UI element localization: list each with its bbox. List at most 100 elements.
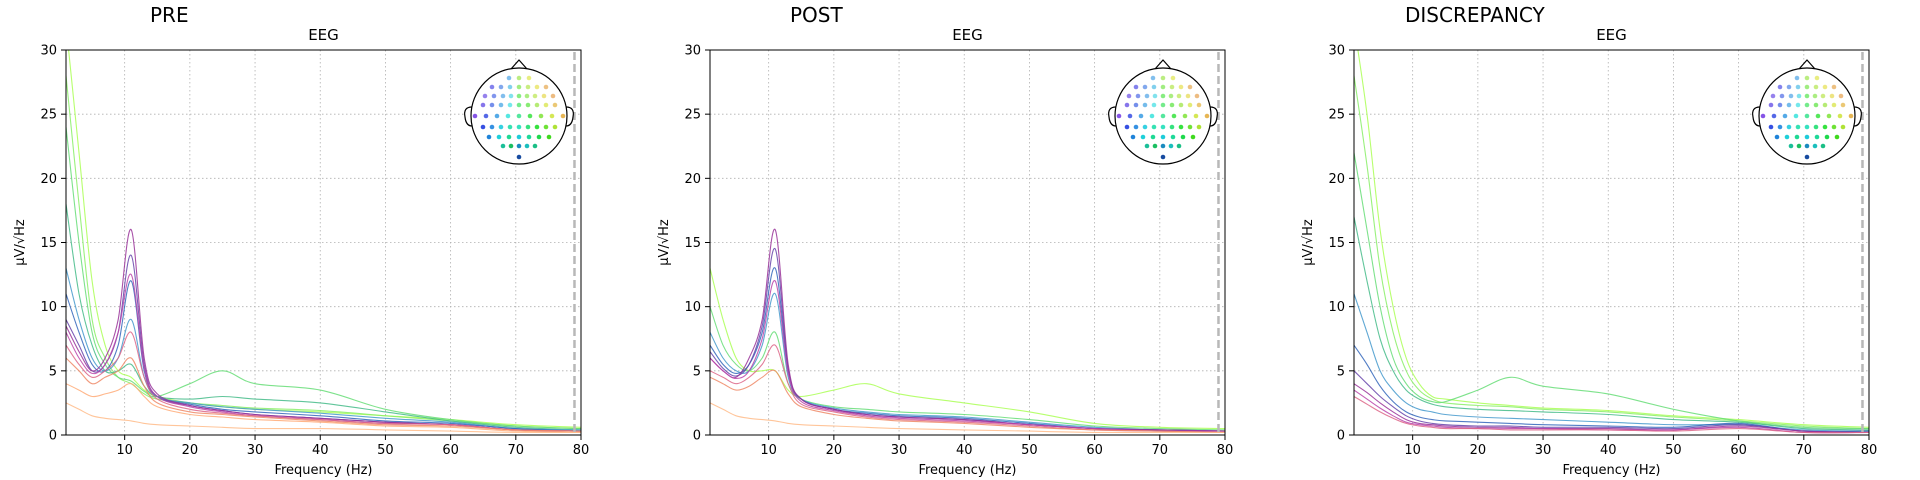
series-line-9 [66,331,581,432]
sensor-dot [516,84,522,90]
series-line-7 [66,229,581,432]
series-line-5 [710,229,1225,432]
sensor-dot [483,113,489,119]
sensor-dot [1176,93,1182,99]
sensor-dot [550,93,556,99]
x-tick-label: 50 [1021,443,1038,458]
y-tick-label: 20 [1328,172,1345,187]
sensor-dot [549,113,555,119]
x-tick-label: 30 [1535,443,1552,458]
sensor-dot [1168,93,1174,99]
sensor-topomap [1752,59,1862,165]
sensor-dot [489,124,495,130]
sensor-dot [532,93,538,99]
y-tick-label: 25 [684,108,701,123]
y-tick-label: 0 [693,429,701,444]
sensor-dot [1794,134,1800,140]
y-tick-label: 25 [1328,108,1345,123]
sensor-dot [1786,124,1792,130]
x-axis-label: Frequency (Hz) [1562,463,1660,478]
head-nose [510,59,528,70]
sensor-dot [1804,154,1810,160]
sensor-dot [1144,143,1150,149]
sensor-dot [1160,143,1166,149]
sensor-dot [1187,84,1193,90]
sensor-dot [1187,102,1193,108]
head-right-ear [1209,106,1218,127]
sensor-dot [1804,102,1810,108]
sensor-dot [489,84,495,90]
sensor-dot [482,93,488,99]
series-line-6 [66,254,581,432]
sensor-dot [1142,124,1148,130]
sensor-dot [1840,124,1846,130]
sensor-dot [516,93,522,99]
sensor-dot [1788,93,1794,99]
head-left-ear [464,106,473,127]
sensor-dot [552,102,558,108]
y-tick-label: 5 [49,364,57,379]
y-tick-label: 25 [40,108,57,123]
sensor-dot [1786,102,1792,108]
sensor-dot [527,113,533,119]
y-tick-label: 30 [684,44,701,59]
sensor-dot [1126,93,1132,99]
series-line-2 [710,293,1225,432]
sensor-dot [1812,93,1818,99]
sensor-dot [1127,113,1133,119]
x-tick-label: 50 [1665,443,1682,458]
sensor-dot [1760,113,1766,119]
sensor-dot [1804,75,1810,81]
sensor-dot [1768,124,1774,130]
sensor-dot [534,102,540,108]
y-tick-label: 5 [693,364,701,379]
sensor-dot [1152,93,1158,99]
series-line-11 [66,383,581,433]
sensor-dot [1804,143,1810,149]
sensor-dot [1813,84,1819,90]
sensor-dot [541,93,547,99]
sensor-dot [543,84,549,90]
x-tick-label: 10 [760,443,777,458]
sensor-dot [1796,93,1802,99]
sensor-dot [1813,102,1819,108]
sensor-dot [1133,102,1139,108]
series-line-5 [1354,344,1869,433]
series-line-3 [66,203,581,431]
series-line-8 [710,369,1225,433]
panel-pre: PRE EEG 10 20 30 40 50 60 70 80 0 5 10 15 20 25 30 Freque… [13,3,589,478]
x-tick-label: 40 [312,443,329,458]
sensor-dot [526,134,532,140]
panel-title: DISCREPANCY [1405,3,1546,27]
panel-post: POST EEG 10 20 30 40 50 60 70 80 0 5 10 15 20 25 30 Frequ… [657,3,1233,478]
series-group [710,229,1225,434]
sensor-dot [524,143,530,149]
sensor-dot [1771,113,1777,119]
x-axis-label: Frequency (Hz) [918,463,1016,478]
series-line-9 [1354,396,1869,434]
series-line-6 [710,280,1225,432]
sensor-dot [1140,134,1146,140]
sensor-dot [507,102,513,108]
sensor-dot [546,134,552,140]
sensor-dot [1176,143,1182,149]
sensor-dot [508,93,514,99]
sensor-dot [526,75,532,81]
series-line-9 [710,402,1225,434]
sensor-dot [1196,124,1202,130]
sensor-dot [498,102,504,108]
y-tick-label: 15 [1328,236,1345,251]
head-nose [1154,59,1172,70]
sensor-dot [1774,134,1780,140]
sensor-dot [1160,134,1166,140]
sensor-dot [516,154,522,160]
axes-title: EEG [952,26,983,44]
panel-title: PRE [150,3,189,27]
sensor-dot [525,124,531,130]
x-tick-label: 70 [508,443,525,458]
sensor-dot [1169,84,1175,90]
y-tick-label: 20 [40,172,57,187]
sensor-dot [516,113,522,119]
sensor-dot [486,134,492,140]
series-line-2 [66,126,581,430]
